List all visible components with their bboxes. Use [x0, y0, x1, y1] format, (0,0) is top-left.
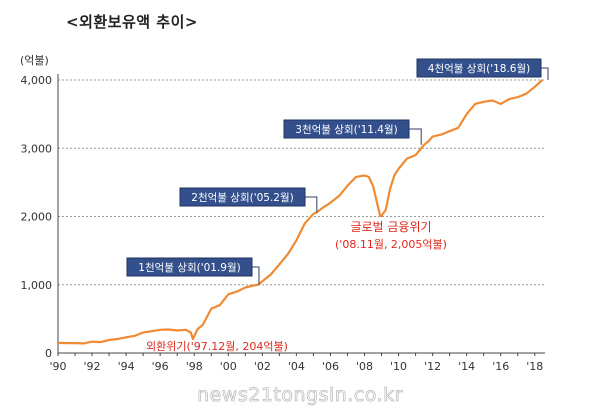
- annotation-box-bg: [126, 257, 253, 277]
- grid-lines: [58, 79, 545, 286]
- axes: (억불): [20, 54, 545, 354]
- annotation-box: 3천억불 상회('11.4월): [283, 119, 422, 145]
- y-tick-label: 0: [45, 347, 52, 360]
- annotation-label: 2천억불 상회('05.2월): [191, 192, 293, 204]
- y-tick-label: 4,000: [21, 74, 53, 87]
- y-tick-label: 2,000: [21, 211, 53, 224]
- x-tick-label: '14: [458, 360, 475, 373]
- annotation-box-bg: [283, 119, 410, 139]
- x-tick-label: '18: [526, 360, 543, 373]
- crisis-annotation: 글로벌 금융위기 ('08.11월, 2,005억불): [335, 220, 447, 251]
- x-tick-label: '00: [220, 360, 237, 373]
- annotation-leader: [305, 196, 318, 213]
- chart-title: <외환보유액 추이>: [66, 13, 198, 31]
- x-axis-ticks: '90 '92 '94 '96 '98 '00 '02 '04 '06 '08 '10 '12 '14 '…: [49, 353, 543, 373]
- annotation-box-bg: [179, 187, 306, 207]
- crisis-detail: ('08.11월, 2,005억불): [335, 238, 447, 251]
- annotation-label: 4천억불 상회('18.6월): [428, 63, 530, 75]
- annotation-box: 2천억불 상회('05.2월): [179, 187, 318, 213]
- annotation-box: 4천억불 상회('18.6월): [416, 58, 549, 80]
- crisis-label: 글로벌 금융위기: [350, 220, 431, 234]
- x-tick-label: '10: [390, 360, 407, 373]
- annotation-label: 3천억불 상회('11.4월): [295, 124, 397, 136]
- x-tick-label: '96: [152, 360, 169, 373]
- x-tick-label: '98: [186, 360, 203, 373]
- x-tick-label: '94: [118, 360, 135, 373]
- x-tick-label: '06: [322, 360, 339, 373]
- watermark: news21tongsin.co.kr: [197, 384, 403, 407]
- y-unit-label: (억불): [20, 54, 49, 67]
- x-tick-label: '90: [49, 360, 66, 373]
- annotation-box-bg: [416, 58, 542, 78]
- x-tick-label: '16: [492, 360, 509, 373]
- annotation-leader: [409, 128, 422, 145]
- y-tick-label: 1,000: [21, 279, 53, 292]
- crisis-label: 외환위기('97.12월, 204억불): [146, 340, 288, 353]
- crisis-annotation: 외환위기('97.12월, 204억불): [146, 340, 288, 353]
- x-tick-label: '92: [84, 360, 101, 373]
- x-tick-label: '12: [424, 360, 441, 373]
- x-tick-label: '02: [254, 360, 271, 373]
- x-tick-label: '04: [288, 360, 305, 373]
- annotation-leader: [252, 266, 260, 285]
- annotation-label: 1천억불 상회('01.9월): [138, 262, 240, 274]
- annotation-leader: [541, 67, 549, 80]
- y-tick-label: 3,000: [21, 142, 53, 155]
- watermark-text: news21tongsin.co.kr: [197, 384, 403, 406]
- annotations: 1천억불 상회('01.9월) 2천억불 상회('05.2월) 3천억불 상회('1…: [126, 58, 549, 353]
- x-tick-label: '08: [356, 360, 373, 373]
- annotation-box: 1천억불 상회('01.9월): [126, 257, 260, 285]
- y-axis-ticks: 0 1,000 2,000 3,000 4,000: [21, 74, 53, 360]
